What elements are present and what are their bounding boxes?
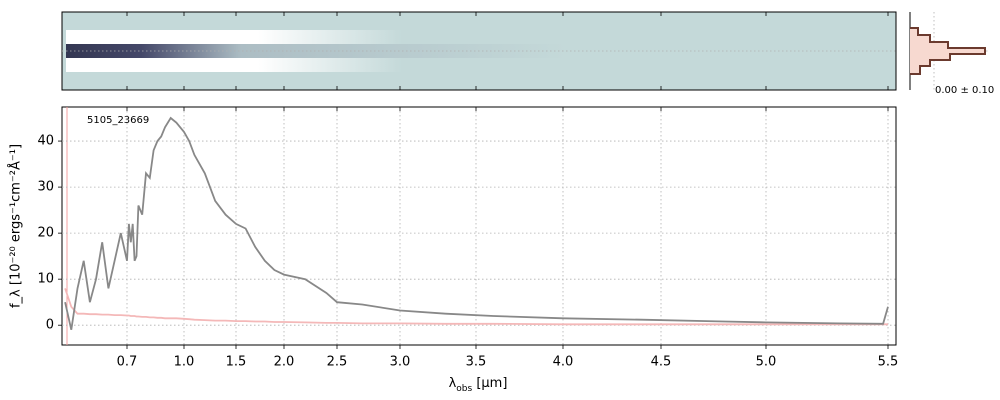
x-axis-label: λobs [μm] [449, 376, 508, 394]
x-tick-label: 2.0 [274, 355, 295, 370]
y-axis-label: f_λ [10⁻²⁰ ergs⁻¹cm⁻²Å⁻¹] [8, 144, 24, 308]
side-histogram [910, 27, 986, 75]
x-tick-label: 4.5 [651, 355, 672, 370]
x-tick-label: 5.0 [756, 355, 777, 370]
x-tick-label: 0.7 [117, 355, 138, 370]
y-tick-label: 20 [37, 226, 54, 241]
x-label-sub: obs [456, 384, 472, 394]
y-tick-label: 0 [46, 318, 54, 333]
x-tick-label: 3.0 [390, 355, 411, 370]
x-tick-label: 3.5 [466, 355, 487, 370]
annotation: 5105_23669 [87, 115, 149, 126]
x-label-unit: [μm] [472, 376, 507, 391]
x-tick-label: 4.0 [553, 355, 574, 370]
x-tick-label: 5.5 [878, 355, 899, 370]
trace-halo [66, 58, 546, 72]
y-tick-label: 10 [37, 272, 54, 287]
series-line [64, 116, 889, 330]
x-tick-label: 2.5 [327, 355, 348, 370]
series-line [64, 288, 888, 326]
y-tick-label: 40 [37, 134, 54, 149]
x-label-symbol: λ [449, 376, 457, 391]
x-tick-label: 1.0 [174, 355, 195, 370]
plot-area [61, 106, 897, 346]
y-tick-label: 30 [37, 180, 54, 195]
x-tick-label: 1.5 [226, 355, 247, 370]
side-label: 0.00 ± 0.10 [935, 85, 994, 96]
trace [66, 44, 566, 58]
trace-halo [66, 30, 546, 44]
